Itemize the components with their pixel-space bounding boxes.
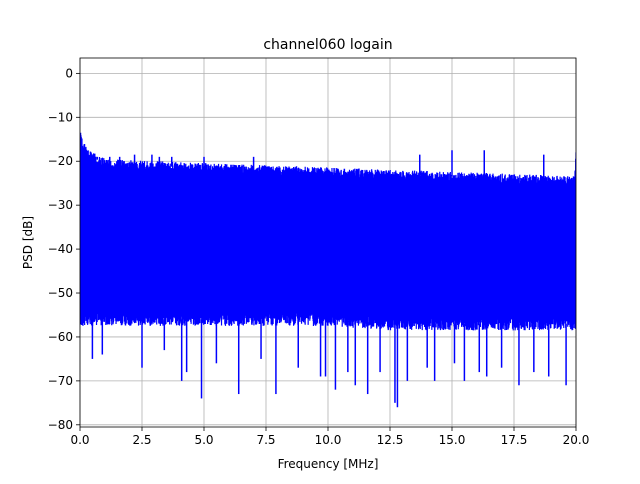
x-tick-label: 10.0 (315, 433, 342, 447)
x-tick-label: 12.5 (377, 433, 404, 447)
x-axis-label: Frequency [MHz] (278, 457, 379, 471)
x-tick-label: 7.5 (256, 433, 275, 447)
y-tick-label: −20 (48, 154, 73, 168)
series-group (80, 132, 576, 408)
x-tick-label: 0.0 (70, 433, 89, 447)
y-tick-label: −40 (48, 242, 73, 256)
x-tick-label: 17.5 (501, 433, 528, 447)
x-tick-label: 5.0 (194, 433, 213, 447)
y-tick-label: 0 (65, 66, 73, 80)
x-tick-label: 15.0 (439, 433, 466, 447)
y-tick-label: −50 (48, 286, 73, 300)
x-tick-label: 20.0 (563, 433, 590, 447)
y-tick-label: −10 (48, 110, 73, 124)
y-axis-ticks: 0 −10 −20 −30 −40 −50 −60 −70 −80 (48, 66, 80, 432)
chart-title: channel060 logain (263, 37, 392, 53)
y-tick-label: −60 (48, 330, 73, 344)
y-tick-label: −70 (48, 374, 73, 388)
y-axis-label: PSD [dB] (21, 216, 35, 269)
y-tick-label: −80 (48, 418, 73, 432)
psd-trace (80, 132, 576, 331)
x-axis-ticks: 0.0 2.5 5.0 7.5 10.0 12.5 15.0 17.5 20.0 (70, 427, 589, 447)
x-tick-label: 2.5 (132, 433, 151, 447)
y-tick-label: −30 (48, 198, 73, 212)
